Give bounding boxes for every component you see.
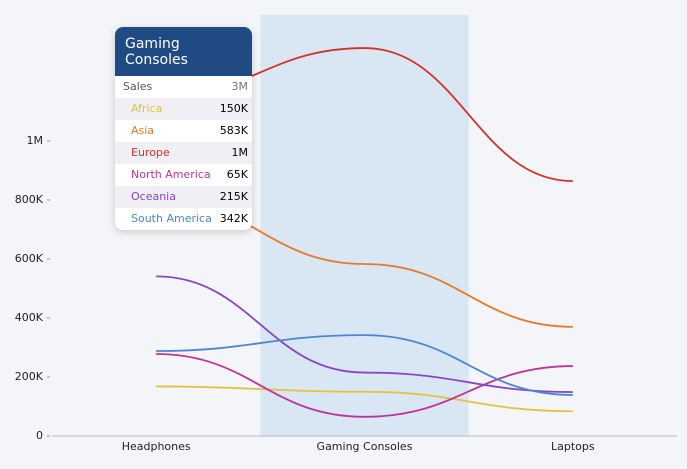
tooltip-value: 1M: [231, 146, 249, 159]
tooltip-row: South America 342K: [115, 208, 252, 230]
tooltip-series-name: North America: [131, 168, 211, 181]
tooltip-measure: Sales: [123, 80, 153, 93]
tooltip-series-name: Asia: [131, 124, 155, 137]
y-tick-label: 200K: [15, 370, 44, 383]
tooltip-series-name: South America: [131, 212, 212, 225]
tooltip-value: 583K: [219, 124, 248, 137]
y-tick-label: 600K: [15, 252, 44, 265]
tooltip-row: North America 65K: [115, 164, 252, 186]
x-tick-label: Gaming Consoles: [317, 440, 413, 453]
y-tick-label: 400K: [15, 311, 44, 324]
tooltip-total-row: Sales 3M: [115, 76, 252, 98]
tooltip-series-name: Oceania: [131, 190, 176, 203]
tooltip: Gaming Consoles Sales 3M Africa 150K Asia 5…: [115, 27, 252, 230]
tooltip-total: 3M: [231, 80, 249, 93]
series-line: [156, 385, 573, 413]
tooltip-value: 215K: [219, 190, 248, 203]
tooltip-row: Oceania 215K: [115, 186, 252, 208]
series-line: [156, 334, 573, 396]
tooltip-row: Africa 150K: [115, 98, 252, 120]
tooltip-value: 150K: [219, 102, 248, 115]
series-line: [156, 353, 573, 418]
tooltip-series-name: Africa: [131, 102, 163, 115]
series-line: [156, 275, 573, 393]
tooltip-series-name: Europe: [131, 146, 170, 159]
y-tick-label: 1M: [27, 134, 44, 147]
x-tick-label: Laptops: [551, 440, 595, 453]
tooltip-row: Europe 1M: [115, 142, 252, 164]
x-tick-label: Headphones: [122, 440, 191, 453]
tooltip-row: Asia 583K: [115, 120, 252, 142]
highlight-band: [260, 15, 469, 436]
tooltip-value: 342K: [219, 212, 248, 225]
tooltip-value: 65K: [226, 168, 248, 181]
tooltip-title: Gaming Consoles: [115, 27, 252, 76]
y-tick-label: 0: [36, 429, 43, 442]
y-tick-label: 800K: [15, 193, 44, 206]
